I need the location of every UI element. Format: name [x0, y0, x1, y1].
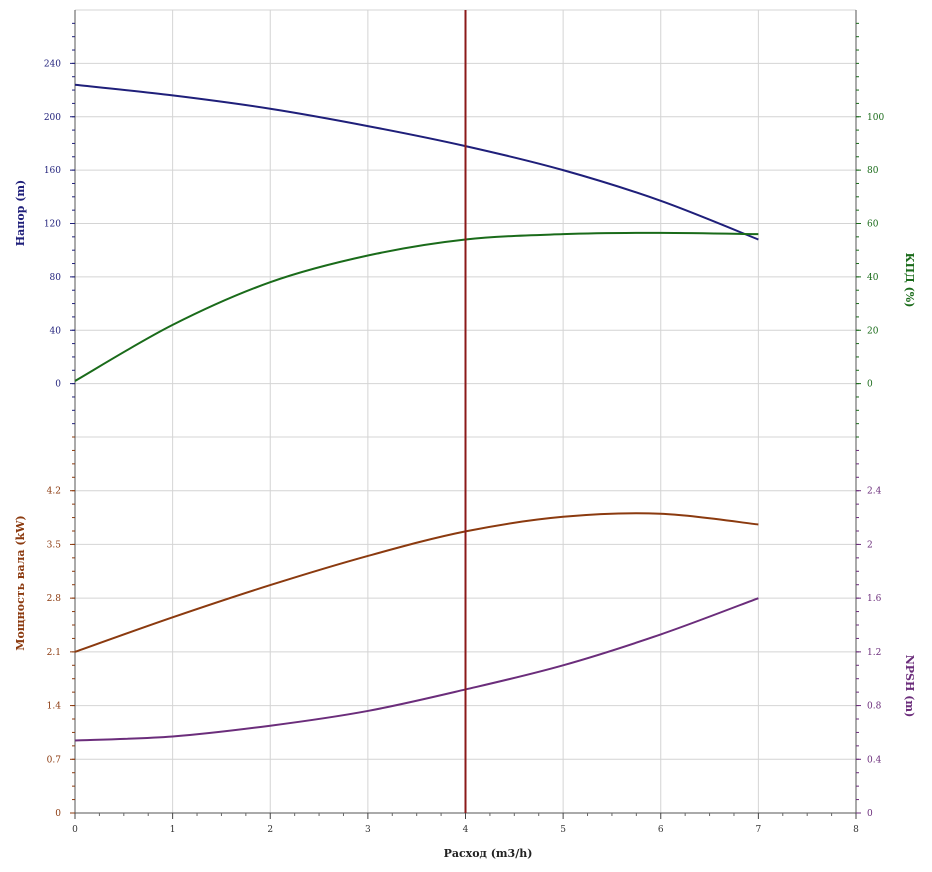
left-tick-label: 160 [44, 166, 61, 176]
ticks-layer: 0 1 2 3 4 5 6 7 80408012016020024002040608010000… [44, 22, 884, 835]
right-tick-label: 80 [867, 166, 879, 176]
efficiency-axis-label: КПД (%) [903, 253, 916, 308]
left-tick-label: 80 [50, 273, 62, 283]
series-line [74, 597, 759, 742]
right-tick-label: 2 [867, 540, 873, 550]
left-tick-label: 4.2 [47, 487, 61, 497]
left-tick-label: 120 [44, 220, 61, 230]
right-tick-label: 60 [867, 220, 879, 230]
x-tick-label: 7 [756, 825, 762, 835]
right-tick-label: 1.6 [867, 594, 882, 604]
x-tick-label: 6 [658, 825, 664, 835]
x-tick-label: 5 [560, 825, 566, 835]
x-tick-label: 0 [72, 825, 78, 835]
x-tick-label: 2 [267, 825, 273, 835]
x-tick-label: 4 [463, 825, 469, 835]
npsh-axis-label: NPSH (m) [903, 655, 916, 718]
right-tick-label: 0 [867, 809, 873, 819]
left-tick-label: 3.5 [47, 540, 62, 550]
right-tick-label: 100 [867, 113, 884, 123]
right-tick-label: 20 [867, 326, 879, 336]
left-tick-label: 240 [44, 59, 61, 69]
x-axis-label: Расход (m3/h) [444, 847, 533, 860]
right-tick-label: 0 [867, 380, 873, 390]
left-tick-label: 0 [55, 809, 61, 819]
left-tick-label: 2.8 [47, 594, 62, 604]
x-tick-label: 3 [365, 825, 371, 835]
series-line [74, 512, 759, 653]
x-tick-label: 8 [853, 825, 859, 835]
series-line [74, 83, 759, 241]
left-tick-label: 200 [44, 113, 61, 123]
axis-labels: Расход (m3/h) Напор (m) КПД (%) Мощность… [14, 180, 916, 860]
series-layer [74, 83, 759, 742]
series-line [74, 231, 759, 382]
power-axis-label: Мощность вала (kW) [14, 515, 27, 650]
right-tick-label: 0.4 [867, 755, 882, 765]
x-tick-label: 1 [170, 825, 176, 835]
right-tick-label: 1.2 [867, 648, 881, 658]
left-tick-label: 0.7 [47, 755, 62, 765]
right-tick-label: 2.4 [867, 487, 882, 497]
head-axis-label: Напор (m) [14, 180, 27, 246]
right-tick-label: 40 [867, 273, 879, 283]
left-tick-label: 1.4 [47, 702, 62, 712]
left-tick-label: 2.1 [47, 648, 61, 658]
left-tick-label: 40 [50, 326, 62, 336]
right-tick-label: 0.8 [867, 702, 882, 712]
left-tick-label: 0 [55, 380, 61, 390]
